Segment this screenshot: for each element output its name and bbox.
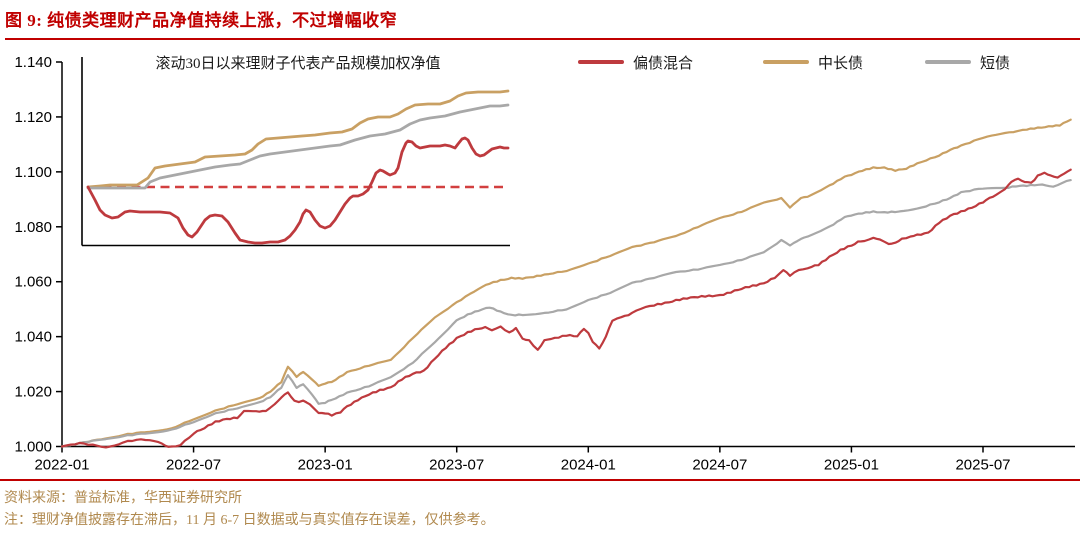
- main-series-duanzhai-line: [60, 179, 1072, 448]
- legend-swatch-red-line: [578, 60, 624, 64]
- legend-label: 中长债: [818, 55, 864, 72]
- legend-swatch-tan-line: [763, 60, 809, 64]
- main-series-zhongchangzhai-line: [60, 118, 1072, 448]
- x-tick-label: 2025-07: [955, 457, 1010, 474]
- title-underline-rule: [5, 38, 1080, 40]
- legend-item-duanzhai: 短债: [925, 53, 1011, 72]
- figure-title: 图 9: 纯债类理财产品净值持续上涨，不过增幅收窄: [5, 11, 398, 30]
- y-tick-label: 1.080: [14, 219, 52, 236]
- inset-title: 滚动30日以来理财子代表产品规模加权净值: [155, 55, 440, 72]
- x-tick-label: 2023-01: [298, 457, 353, 474]
- x-tick-label: 2022-07: [166, 457, 221, 474]
- x-tick-label: 2024-01: [561, 457, 616, 474]
- x-tick-label: 2022-01: [34, 457, 89, 474]
- chart-legend: 偏债混合 中长债 短债: [0, 53, 1080, 72]
- y-tick-label: 1.140: [14, 54, 52, 71]
- x-tick-label: 2024-07: [692, 457, 747, 474]
- legend-item-pianzhai: 偏债混合: [578, 53, 694, 72]
- note-line: 注：理财净值披露存在滞后，11 月 6-7 日数据或与真实值存在误差，仅供参考。: [4, 513, 495, 528]
- x-tick-label: 2023-07: [429, 457, 484, 474]
- y-tick-label: 1.040: [14, 329, 52, 346]
- inset-series-zhongchangzhai-line: [86, 89, 510, 189]
- source-line: 资料来源：普益标准，华西证券研究所: [4, 491, 242, 506]
- y-tick-label: 1.120: [14, 109, 52, 126]
- legend-label: 短债: [980, 55, 1011, 72]
- x-tick-label: 2025-01: [824, 457, 879, 474]
- inset-series-duanzhai-line: [86, 103, 510, 190]
- y-tick-label: 1.060: [14, 274, 52, 291]
- y-tick-label: 1.100: [14, 164, 52, 181]
- y-tick-label: 1.000: [14, 439, 52, 456]
- inset-series-pianzhai-line: [86, 136, 510, 245]
- legend-label: 偏债混合: [633, 55, 694, 72]
- legend-item-zhongchangzhai: 中长债: [763, 53, 864, 72]
- legend-swatch-gray-line: [925, 60, 971, 64]
- y-tick-label: 1.020: [14, 384, 52, 401]
- main-series-pianzhai-line: [60, 168, 1072, 449]
- footer-rule: [0, 479, 1080, 481]
